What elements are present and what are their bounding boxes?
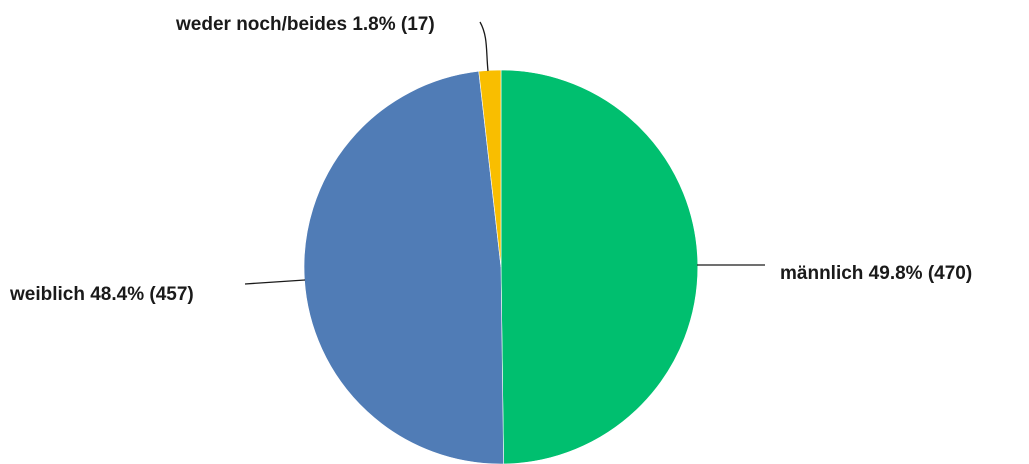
pie-slice-weiblich xyxy=(303,70,504,464)
leader-lines xyxy=(244,21,765,285)
pie-slice-maennlich xyxy=(500,69,699,464)
slice-label-weiblich: weiblich 48.4% (457) xyxy=(9,284,194,305)
leader-line-weder xyxy=(479,21,489,72)
pie-slice-weder xyxy=(478,69,502,268)
leader-line-weiblich xyxy=(244,279,306,285)
slice-label-weder: weder noch/beides 1.8% (17) xyxy=(175,14,435,35)
slice-label-maennlich: männlich 49.8% (470) xyxy=(780,263,972,284)
pie-slices xyxy=(303,69,699,464)
